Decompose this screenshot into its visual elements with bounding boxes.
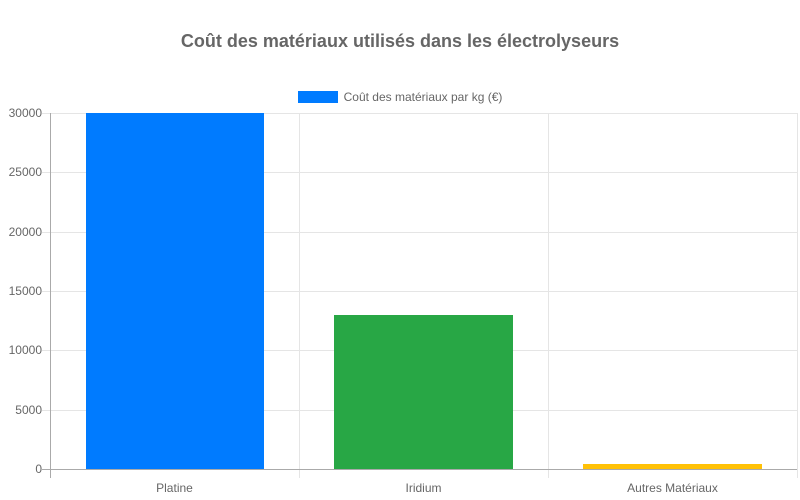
gridline [797, 113, 798, 478]
legend-label: Coût des matériaux par kg (€) [343, 90, 503, 104]
y-tick-mark [42, 410, 50, 411]
chart-title: Coût des matériaux utilisés dans les éle… [180, 31, 620, 51]
y-tick-label: 20000 [8, 225, 42, 239]
gridline [50, 172, 797, 173]
y-tick-label: 30000 [8, 106, 42, 120]
y-tick-mark [42, 291, 50, 292]
y-tick-mark [42, 172, 50, 173]
bar-platine[interactable] [86, 113, 264, 469]
x-tick-label: Iridium [405, 481, 442, 495]
x-tick-label: Autres Matériaux [627, 481, 718, 495]
y-tick-label: 15000 [8, 284, 42, 298]
y-tick-label: 10000 [8, 343, 42, 357]
y-tick-label: 25000 [8, 165, 42, 179]
y-axis-line [50, 113, 51, 478]
y-tick-mark [42, 232, 50, 233]
legend-swatch [297, 91, 338, 103]
y-tick-mark [42, 350, 50, 351]
x-axis-line [42, 469, 797, 470]
gridline [50, 113, 797, 114]
gridline [548, 113, 549, 478]
bar-iridium[interactable] [334, 315, 513, 469]
gridline [50, 232, 797, 233]
gridline [50, 291, 797, 292]
gridline [299, 113, 300, 478]
y-tick-mark [42, 113, 50, 114]
y-tick-label: 5000 [15, 403, 42, 417]
bar-autres-materiaux[interactable] [583, 464, 762, 469]
x-tick-label: Platine [156, 481, 193, 495]
legend[interactable]: Coût des matériaux par kg (€) [0, 90, 800, 104]
y-tick-label: 0 [35, 462, 42, 476]
